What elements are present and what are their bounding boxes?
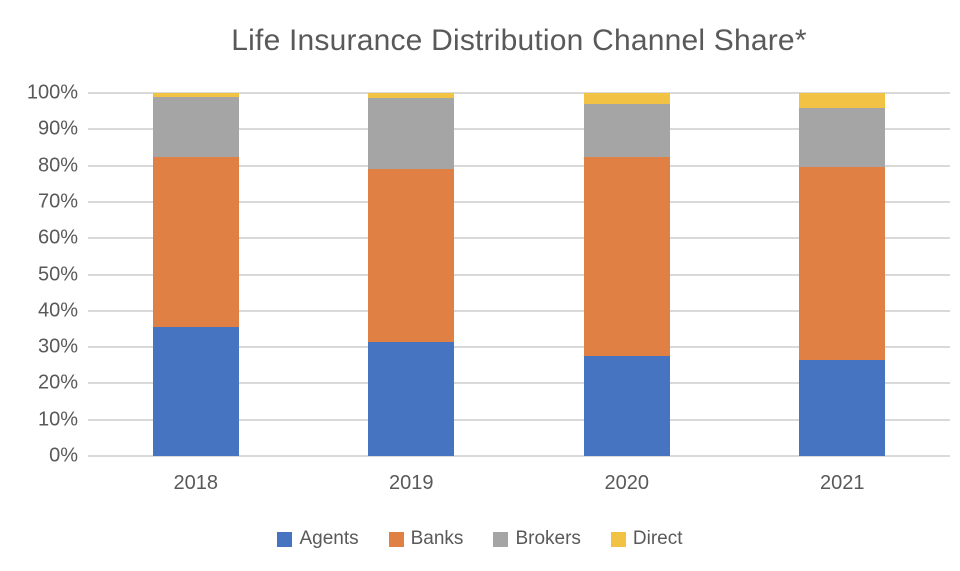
gridline-10% [88,418,950,421]
bar-segment-brokers-2021 [799,107,886,168]
x-category-label-2020: 2020 [604,472,650,494]
y-tick-label-20%: 20% [37,371,78,394]
x-category-label-2018: 2018 [173,472,219,494]
bar-group-2019 [304,93,520,456]
bar-segment-brokers-2019 [368,98,455,170]
bar-segment-banks-2021 [799,167,886,360]
y-axis: 0% 10% 20% 30% 40% 50% 60% 70% 80% 90% 100% [0,82,78,467]
legend-label-direct: Direct [632,528,683,549]
bar-group-2021 [735,93,951,456]
bar-segment-banks-2020 [583,156,670,357]
y-tick-label-100%: 100% [26,81,78,104]
y-tick-label-70%: 70% [37,190,78,213]
gridline-30% [88,346,950,349]
legend-label-banks: Banks [410,528,464,549]
bar-group-2020 [519,93,735,456]
bar-segment-brokers-2020 [583,103,670,157]
bar-segment-agents-2020 [583,356,670,456]
legend-swatch-banks [388,531,404,547]
gridline-50% [88,273,950,276]
gridline-100% [88,92,950,94]
legend-swatch-direct [610,531,626,547]
x-category-label-2021: 2021 [820,472,865,494]
bar-stack-2018 [152,93,239,456]
legend-swatch-brokers [493,531,509,547]
bar-segment-agents-2018 [152,327,239,456]
bar-stack-2020 [583,93,670,456]
y-tick-label-40%: 40% [37,299,78,322]
y-tick-label-30%: 30% [37,335,78,358]
bar-segment-brokers-2018 [152,96,239,157]
y-tick-label-0%: 0% [49,444,78,467]
legend-item-brokers: Brokers [493,528,581,550]
gridline-60% [88,237,950,240]
bar-segment-banks-2018 [152,156,239,328]
y-tick-label-10%: 10% [37,408,78,431]
bar-segment-direct-2020 [583,93,670,104]
bar-segment-agents-2021 [799,359,886,456]
y-tick-label-60%: 60% [37,226,78,249]
bar-segment-agents-2019 [368,341,455,456]
chart-title: Life Insurance Distribution Channel Shar… [231,24,807,57]
legend: Agents Banks Brokers Direct [0,528,960,550]
bar-segment-direct-2021 [799,93,886,108]
bar-stack-2021 [799,93,886,456]
legend-item-agents: Agents [277,528,359,550]
legend-item-direct: Direct [610,528,683,550]
y-tick-label-50%: 50% [37,263,78,285]
gridline-70% [88,200,950,203]
gridline-0% [88,455,950,457]
bar-group-2018 [88,93,304,456]
bar-segment-direct-2018 [152,93,239,97]
plot-area [88,92,951,457]
legend-item-banks: Banks [388,528,464,550]
bar-segment-direct-2019 [368,93,455,99]
gridline-90% [88,128,950,131]
bar-stack-2019 [368,93,455,456]
bar-segment-banks-2019 [368,169,455,342]
x-axis: 2018 2019 2020 2021 [88,472,950,495]
y-tick-label-80%: 80% [37,154,78,177]
legend-label-brokers: Brokers [515,528,581,549]
x-category-label-2019: 2019 [389,472,434,494]
gridline-40% [88,309,950,312]
legend-label-agents: Agents [299,528,359,549]
gridline-80% [88,164,950,167]
y-tick-label-90%: 90% [37,117,78,140]
legend-swatch-agents [277,531,293,547]
gridline-20% [88,382,950,385]
